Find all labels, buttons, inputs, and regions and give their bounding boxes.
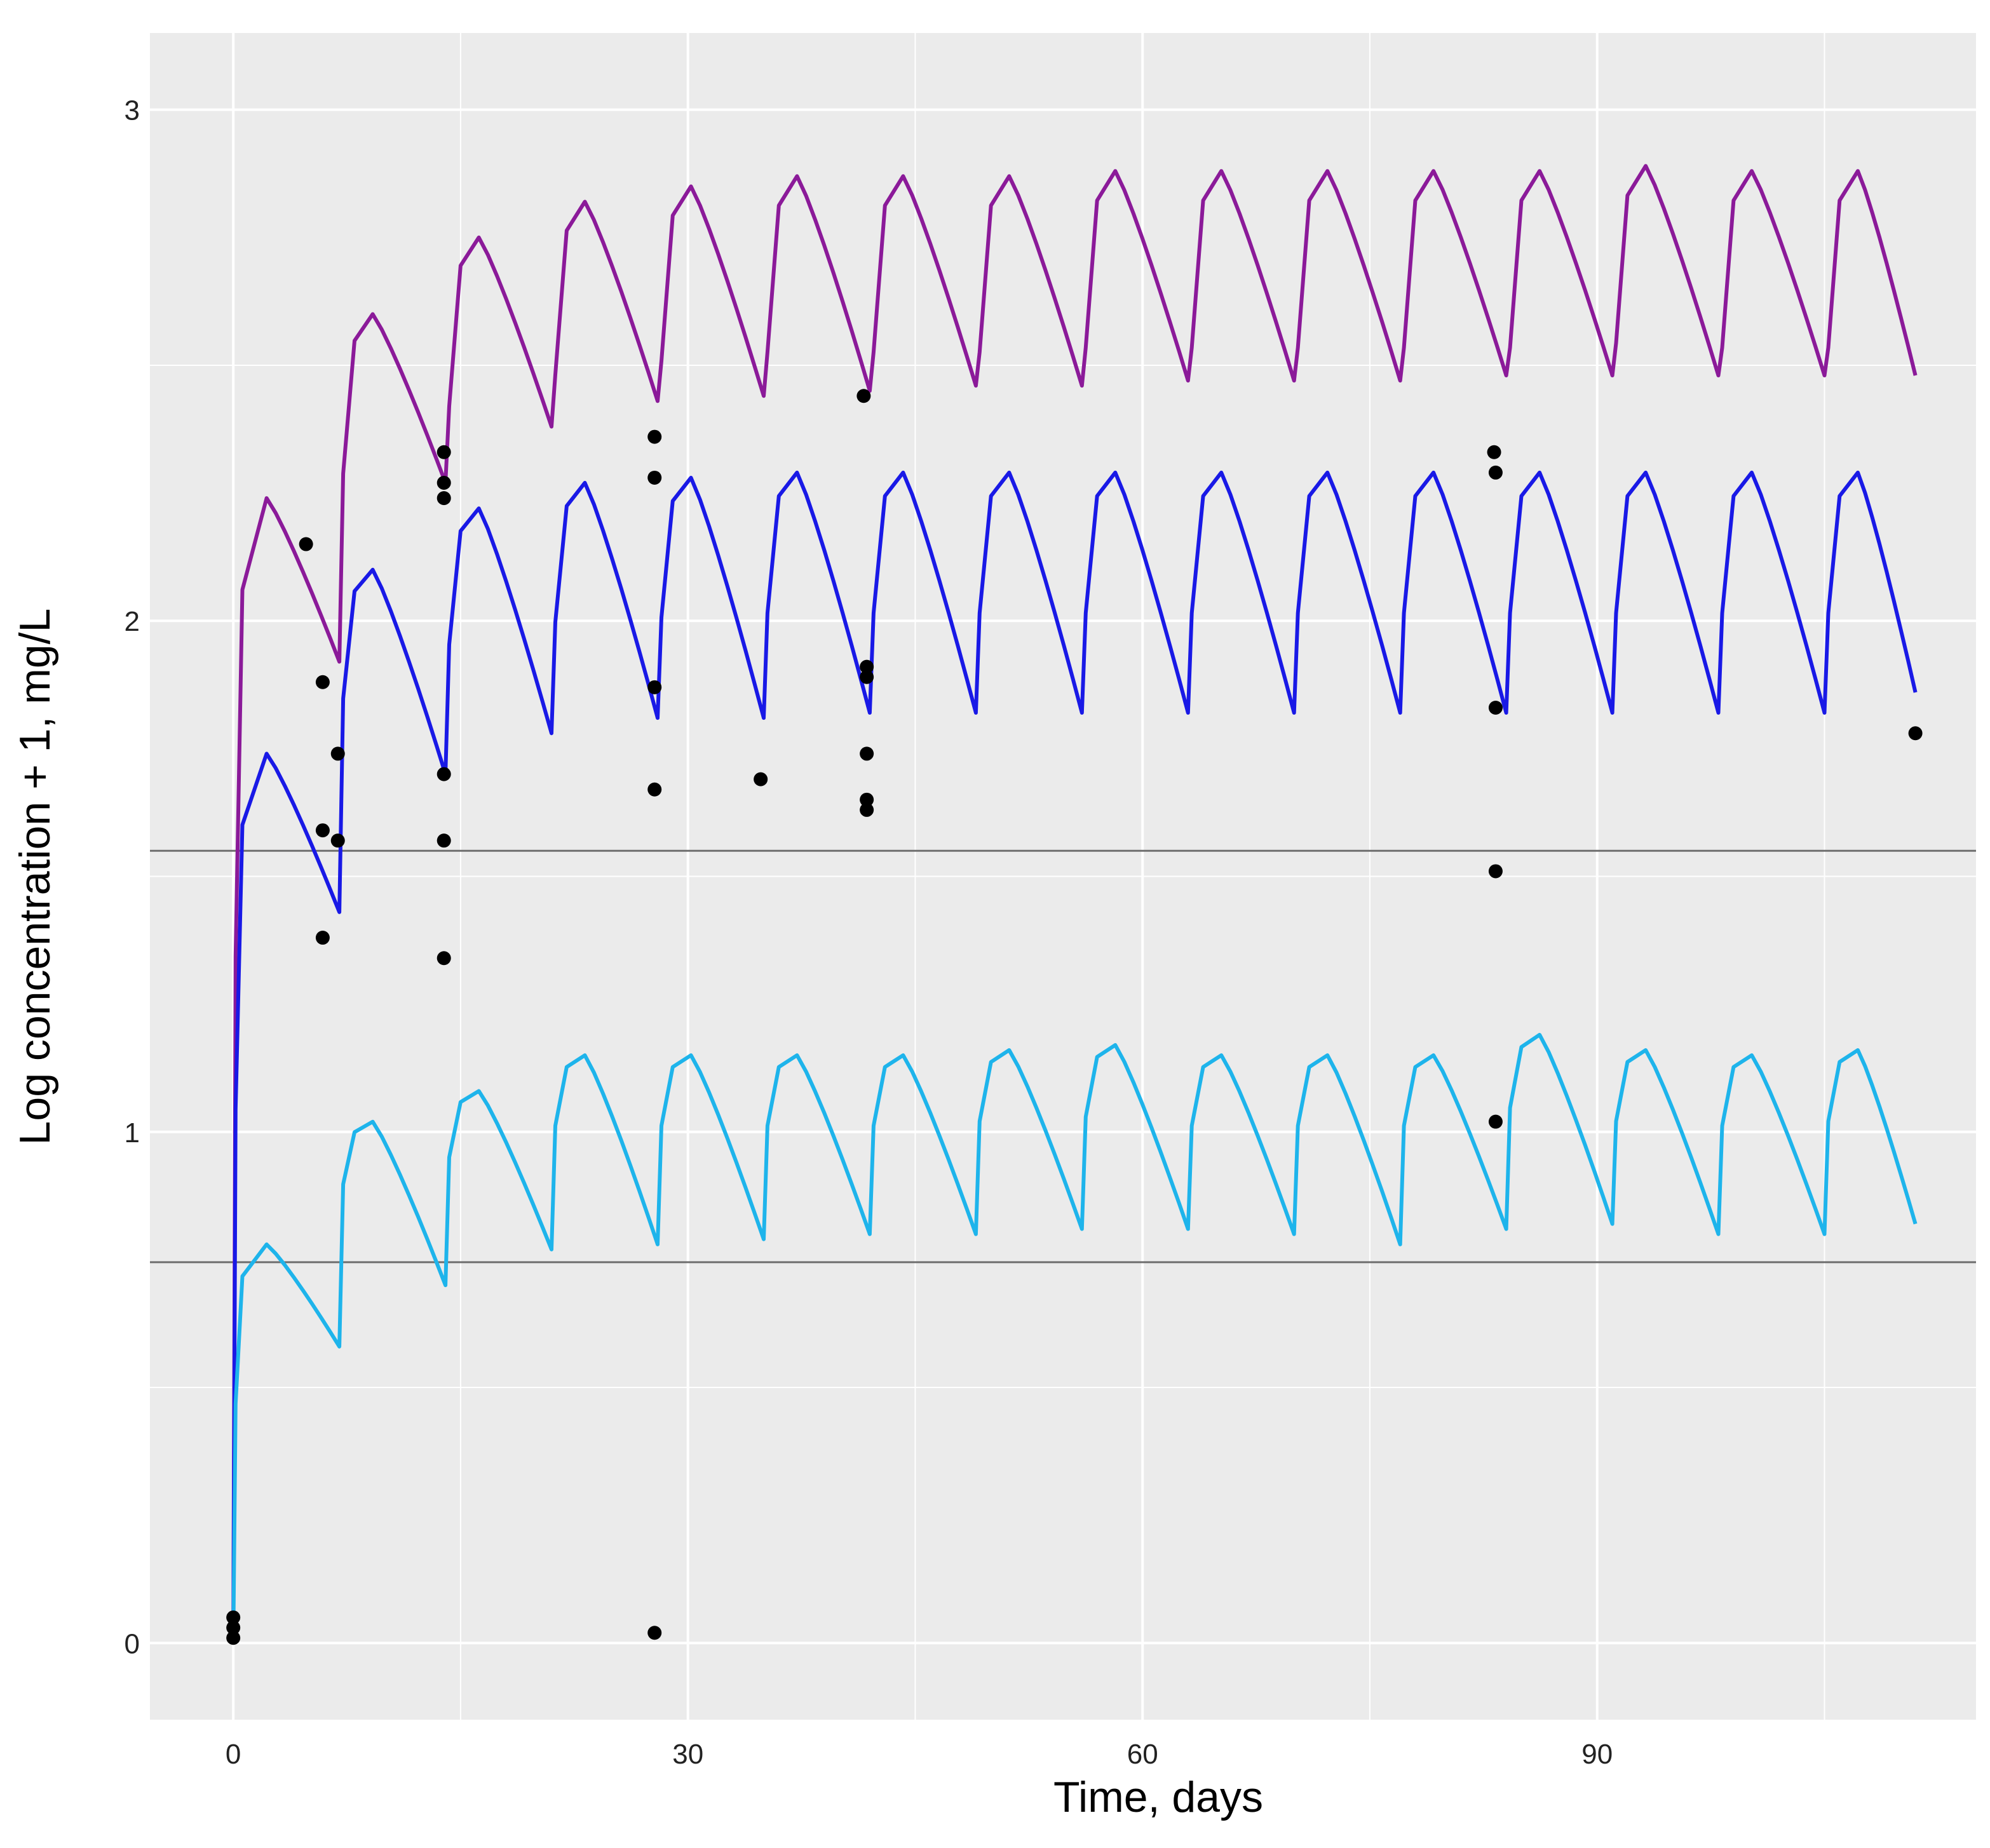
observation-point	[437, 767, 451, 781]
observation-point	[1487, 445, 1501, 459]
observation-point	[647, 470, 662, 485]
x-tick-label-1: 30	[672, 1739, 703, 1770]
series-line-middle	[231, 470, 1918, 1643]
y-tick-label-1: 1	[125, 1117, 140, 1149]
observation-point	[437, 445, 451, 459]
observation-point	[647, 782, 662, 797]
observation-point	[860, 670, 874, 684]
observation-point	[1488, 864, 1503, 879]
observation-point	[860, 792, 874, 807]
observation-point	[315, 675, 330, 689]
observation-point	[226, 1631, 241, 1645]
grid-minor	[150, 33, 1976, 1720]
observation-point	[226, 1621, 241, 1635]
y-axis-title: Log concentration + 1, mg/L	[11, 609, 59, 1145]
observation-point	[860, 802, 874, 817]
y-tick-label-2: 2	[125, 606, 140, 637]
grid-major	[150, 33, 1976, 1720]
x-tick-label-2: 60	[1127, 1739, 1158, 1770]
observation-point	[1488, 465, 1503, 480]
x-tick-label-0: 0	[226, 1739, 241, 1770]
series-lines	[231, 164, 1918, 1643]
observation-point	[860, 659, 874, 674]
reference-lines	[150, 849, 1976, 1264]
observation-point	[330, 746, 345, 761]
observation-point	[1908, 726, 1923, 741]
observation-point	[226, 1610, 241, 1625]
observation-point	[299, 537, 313, 551]
observation-point	[647, 680, 662, 694]
x-tick-labels: 0 30 60 90	[226, 1739, 1613, 1770]
observation-point	[647, 429, 662, 444]
series-line-upper	[231, 164, 1918, 1643]
x-axis-title: Time, days	[1053, 1773, 1263, 1821]
observation-point	[437, 833, 451, 848]
observation-point	[315, 823, 330, 838]
x-tick-label-3: 90	[1581, 1739, 1613, 1770]
observation-point	[860, 746, 874, 761]
observation-point	[437, 951, 451, 966]
y-tick-labels: 0 1 2 3	[125, 95, 140, 1660]
observation-point	[330, 833, 345, 848]
observation-point	[1488, 1114, 1503, 1129]
y-tick-label-3: 3	[125, 95, 140, 126]
observation-point	[437, 476, 451, 490]
observation-points	[226, 389, 1923, 1645]
observation-point	[1488, 701, 1503, 715]
observation-point	[856, 389, 871, 403]
observation-point	[437, 491, 451, 506]
observation-point	[315, 931, 330, 945]
observation-point	[754, 772, 768, 786]
observation-point	[647, 1626, 662, 1640]
series-line-lower	[231, 1032, 1918, 1643]
y-tick-label-0: 0	[125, 1628, 140, 1659]
